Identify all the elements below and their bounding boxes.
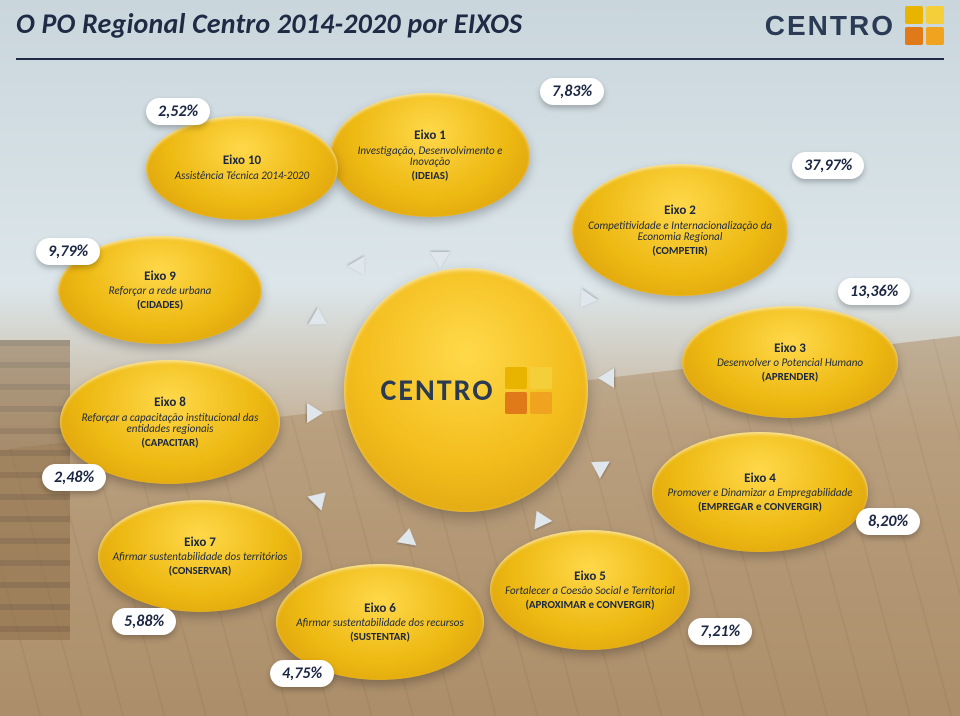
eixo-2-name: Eixo 2 [664, 204, 696, 218]
eixo-1-code: (IDEIAS) [412, 170, 449, 182]
eixo-5-desc: Fortalecer a Coesão Social e Territorial [505, 585, 675, 597]
eixo-1: Eixo 1 Investigação, Desenvolvimento e In… [330, 93, 530, 217]
eixo-1-percent-badge: 7,83% [540, 78, 604, 105]
eixo-4-percent-badge: 8,20% [856, 508, 920, 535]
eixo-5: Eixo 5Fortalecer a Coesão Social e Terri… [490, 530, 690, 650]
eixo-8-name: Eixo 8 [154, 396, 186, 410]
center-square-icon [505, 367, 552, 414]
eixo-7-name: Eixo 7 [184, 536, 216, 550]
eixo-7: Eixo 7Afirmar sustentabilidade dos terri… [98, 500, 302, 612]
eixo-10-desc: Assistência Técnica 2014-2020 [175, 170, 309, 182]
brand-text: CENTRO [765, 10, 895, 42]
eixo-5-name: Eixo 5 [574, 570, 606, 584]
eixo-3-desc: Desenvolver o Potencial Humano [717, 357, 863, 369]
eixo-4-code: (EMPREGAR e CONVERGIR) [698, 501, 822, 513]
eixo-2: Eixo 2 Competitividade e Internacionaliza… [572, 164, 788, 296]
title-bar: O PO Regional Centro 2014-2020 por EIXOS… [16, 6, 944, 60]
center-circle: CENTRO [344, 268, 588, 512]
eixo-5-code: (APROXIMAR e CONVERGIR) [525, 599, 654, 611]
center-logo: CENTRO [380, 367, 551, 414]
eixo-2-desc: Competitividade e Internacionalização da… [582, 220, 778, 243]
eixo-7-percent-badge: 5,88% [112, 608, 176, 635]
eixo-9-code: (CIDADES) [137, 299, 183, 311]
eixo-6-code: (SUSTENTAR) [350, 631, 410, 643]
diagram-stage: CENTRO Eixo 1 Investigação, Desenvolviment… [0, 60, 960, 716]
eixo-10-arrow-icon [347, 256, 372, 280]
eixo-6-name: Eixo 6 [364, 602, 396, 616]
eixo-9-arrow-icon [308, 307, 332, 332]
eixo-10: Eixo 10 Assistência Técnica 2014-2020 [146, 116, 338, 220]
eixo-3-percent-badge: 13,36% [838, 278, 910, 305]
eixo-5-percent-badge: 7,21% [688, 618, 752, 645]
eixo-4-name: Eixo 4 [744, 472, 776, 486]
eixo-4-desc: Promover e Dinamizar a Empregabilidade [667, 487, 852, 499]
eixo-5-arrow-icon [528, 507, 553, 530]
eixo-7-desc: Afirmar sustentabilidade dos territórios [113, 551, 288, 563]
eixo-10-name: Eixo 10 [223, 154, 261, 168]
eixo-1-desc: Investigação, Desenvolvimento e Inovação [340, 145, 520, 168]
eixo-3: Eixo 3Desenvolver o Potencial Humano (APR… [682, 306, 898, 418]
center-logo-text: CENTRO [380, 372, 494, 409]
eixo-1-arrow-icon [430, 252, 450, 268]
eixo-9-name: Eixo 9 [144, 270, 176, 284]
eixo-2-arrow-icon [572, 289, 598, 314]
eixo-8-code: (CAPACITAR) [141, 437, 198, 449]
eixo-3-name: Eixo 3 [774, 342, 806, 356]
eixo-3-arrow-icon [598, 368, 614, 388]
eixo-8-arrow-icon [307, 403, 323, 423]
eixo-6-desc: Afirmar sustentabilidade dos recursos [296, 617, 463, 629]
eixo-8-desc: Reforçar a capacitação institucional das… [70, 412, 270, 435]
eixo-10-percent-badge: 2,52% [146, 98, 210, 125]
eixo-3-code: (APRENDER) [762, 371, 819, 383]
eixo-4-arrow-icon [586, 453, 610, 478]
eixo-9-percent-badge: 9,79% [36, 238, 100, 265]
eixo-6-arrow-icon [397, 526, 419, 545]
eixo-4: Eixo 4Promover e Dinamizar a Empregabili… [652, 432, 868, 552]
eixo-9-desc: Reforçar a rede urbana [109, 285, 212, 297]
eixo-8-percent-badge: 2,48% [42, 464, 106, 491]
eixo-2-code: (COMPETIR) [652, 245, 707, 257]
eixo-7-arrow-icon [307, 485, 332, 510]
eixo-6-percent-badge: 4,75% [270, 660, 334, 687]
eixo-2-percent-badge: 37,97% [792, 152, 864, 179]
eixo-7-code: (CONSERVAR) [169, 565, 232, 577]
eixo-1-name: Eixo 1 [414, 129, 446, 143]
brand-square-icon [905, 6, 944, 45]
brand-logo: CENTRO [765, 6, 944, 45]
